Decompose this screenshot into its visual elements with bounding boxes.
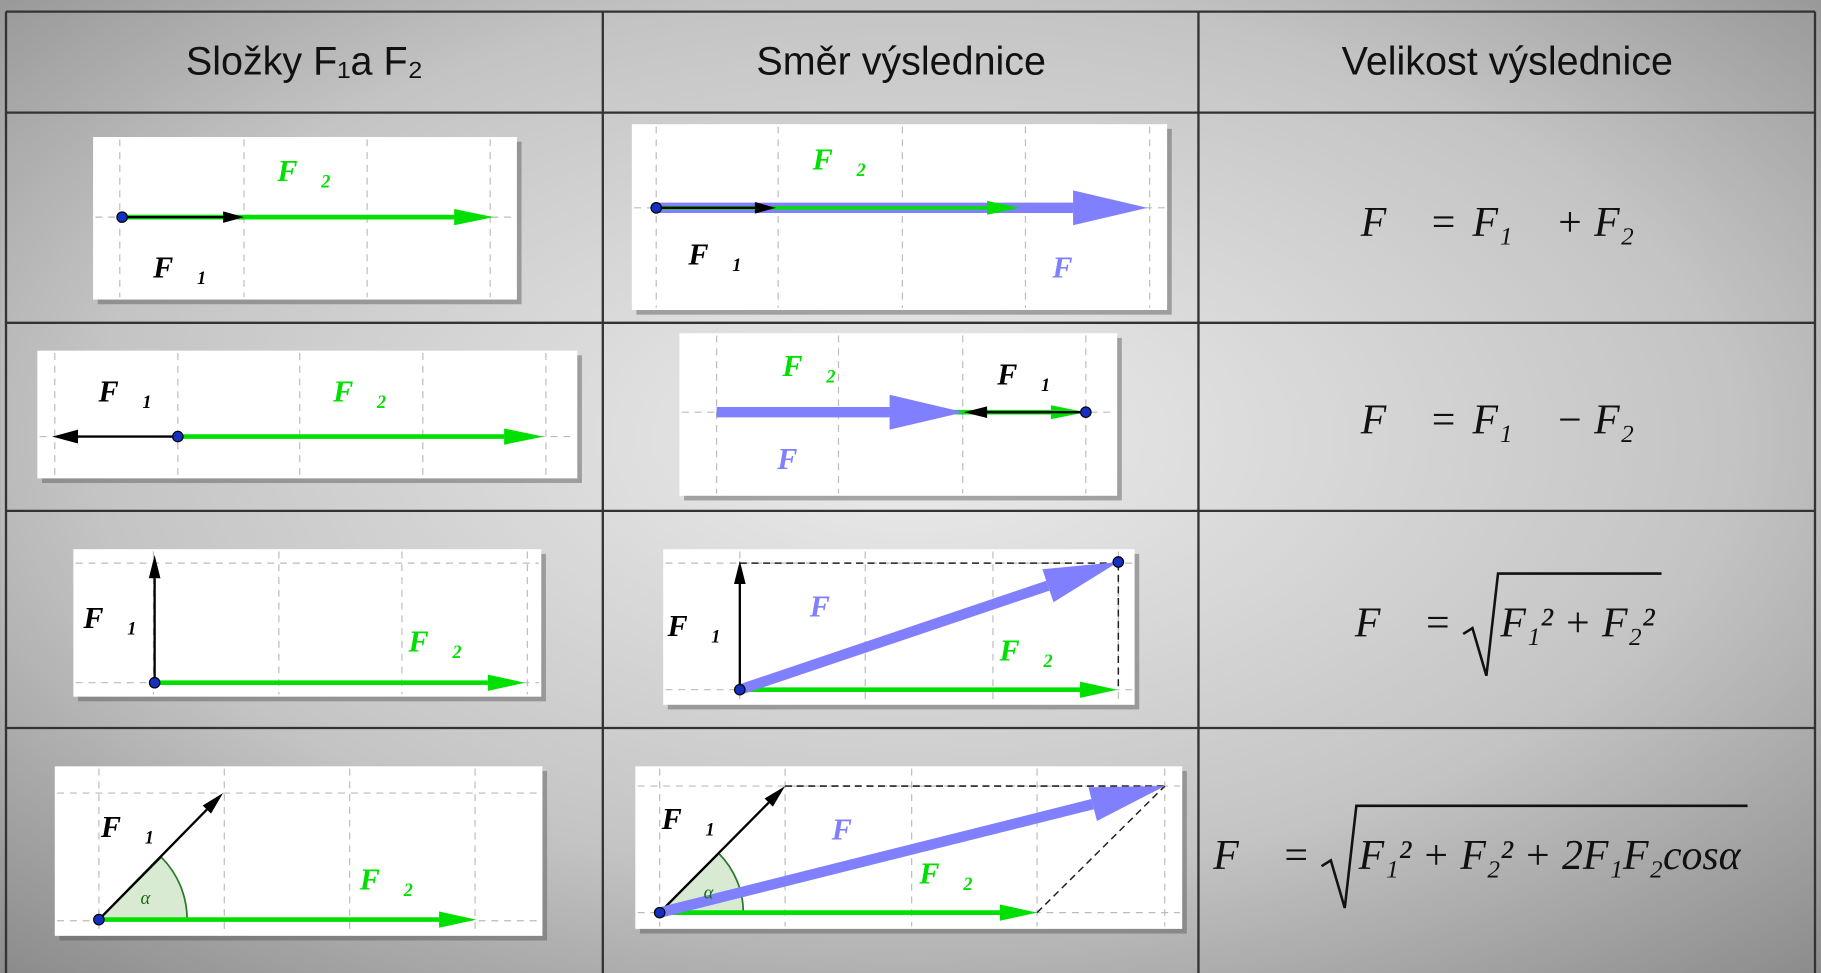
vector-line	[658, 801, 770, 914]
vector-diagram: F⃗₂ F⃗₁ F⃗	[631, 124, 1172, 315]
vector-label: F⃗₁	[152, 250, 207, 284]
vector-head	[754, 202, 776, 214]
vector-label: F⃗₁	[82, 601, 137, 635]
formula-radicand: F₁² + F₂² + 2F₁F₂cosα	[1358, 833, 1742, 879]
point	[172, 430, 184, 443]
vector-head	[999, 904, 1038, 921]
vector-diagram: F⃗₂ F⃗₁ F⃗	[679, 333, 1122, 501]
vector-label: α	[704, 882, 715, 903]
formula-lhs: F⃗ =	[1360, 397, 1458, 443]
vector-head	[148, 555, 161, 579]
vector-diagram: F⃗₁ α F⃗ F⃗₂	[635, 766, 1187, 934]
vector-label: F⃗₂	[781, 349, 836, 383]
vector-head	[1042, 561, 1119, 603]
formula: F⃗ = F₁² + F₂² + 2F₁F₂cosα	[1212, 804, 1748, 909]
formula-radicand: F₁² + F₂²	[1499, 601, 1656, 647]
vector-label: F⃗	[776, 442, 821, 476]
vector-line	[658, 799, 1094, 918]
vector-diagram: F⃗₂ F⃗₁	[93, 137, 522, 305]
point	[1080, 406, 1092, 418]
vector-head	[52, 429, 78, 444]
vector-head	[734, 560, 746, 585]
vector-head	[1080, 681, 1118, 698]
vector-label: F⃗₂	[276, 154, 331, 188]
formula: F⃗ = F₁⃗ + F₂⃗	[1360, 200, 1667, 246]
point	[734, 683, 746, 696]
vector-head	[439, 911, 477, 928]
vector-line	[738, 580, 1050, 695]
vector-label: F⃗₁	[98, 375, 153, 409]
vector-head	[1088, 786, 1165, 822]
vector-diagram: F⃗₁ F⃗ F⃗₂	[663, 549, 1140, 710]
construction-line	[1036, 785, 1166, 914]
formula-rhs: F₁⃗ − F₂⃗	[1471, 397, 1666, 443]
formula-lhs: F⃗ =	[1354, 601, 1452, 647]
formula: F⃗ = F₁² + F₂²	[1354, 572, 1662, 677]
point	[116, 211, 128, 223]
vector-label: F⃗₁	[666, 609, 721, 643]
radical-sign	[1320, 804, 1748, 909]
vector-label: F⃗₂	[359, 862, 414, 896]
vector-head	[487, 674, 526, 691]
vector-head	[1073, 190, 1148, 226]
vector-label: F⃗₁	[996, 357, 1051, 391]
vector-label: F⃗₂	[408, 624, 463, 658]
vector-diagram: F⃗₁ F⃗₂	[37, 350, 582, 484]
formula: F⃗ = F₁⃗ − F₂⃗	[1360, 397, 1667, 443]
diagram-panel	[73, 549, 542, 697]
vector-head	[963, 406, 988, 418]
vector-label: F⃗	[831, 812, 876, 846]
vector-line	[98, 808, 208, 921]
diagram-panel	[37, 350, 578, 479]
vector-label: F⃗₁	[661, 802, 716, 836]
vector-label: F⃗₂	[918, 857, 973, 891]
vector-label: α	[140, 888, 151, 909]
vector-head	[223, 211, 245, 223]
vector-head	[889, 394, 964, 430]
vector-diagram: F⃗₁ F⃗₂	[73, 549, 546, 702]
header-cell: Složky F₁a F₂	[186, 39, 423, 83]
vector-label: F⃗	[809, 589, 854, 623]
vector-label: F⃗₁	[687, 238, 742, 272]
vector-head	[202, 793, 224, 814]
header-cell: Velikost výslednice	[1342, 39, 1673, 83]
formula-rhs: F₁⃗ + F₂⃗	[1471, 200, 1666, 246]
formula-lhs: F⃗ =	[1360, 200, 1458, 246]
vector-diagram: F⃗₁ α F⃗₂	[54, 766, 548, 941]
vector-head	[764, 786, 786, 807]
table-lines	[4, 10, 1817, 973]
radical-sign	[1462, 572, 1662, 677]
point	[1112, 556, 1125, 568]
vector-label: F⃗	[1051, 250, 1096, 284]
point	[650, 202, 663, 214]
vector-label: F⃗₁	[100, 810, 155, 844]
formula-lhs: F⃗ =	[1212, 833, 1310, 879]
point	[653, 906, 666, 919]
vector-label: F⃗₂	[332, 375, 387, 409]
vector-head	[987, 200, 1020, 215]
point	[93, 913, 105, 926]
point	[148, 676, 161, 689]
vector-head	[504, 428, 544, 445]
vector-head	[454, 208, 494, 226]
header-cell: Směr výslednice	[756, 39, 1046, 83]
vector-label: F⃗₂	[812, 142, 867, 176]
vector-label: F⃗₂	[999, 634, 1054, 668]
